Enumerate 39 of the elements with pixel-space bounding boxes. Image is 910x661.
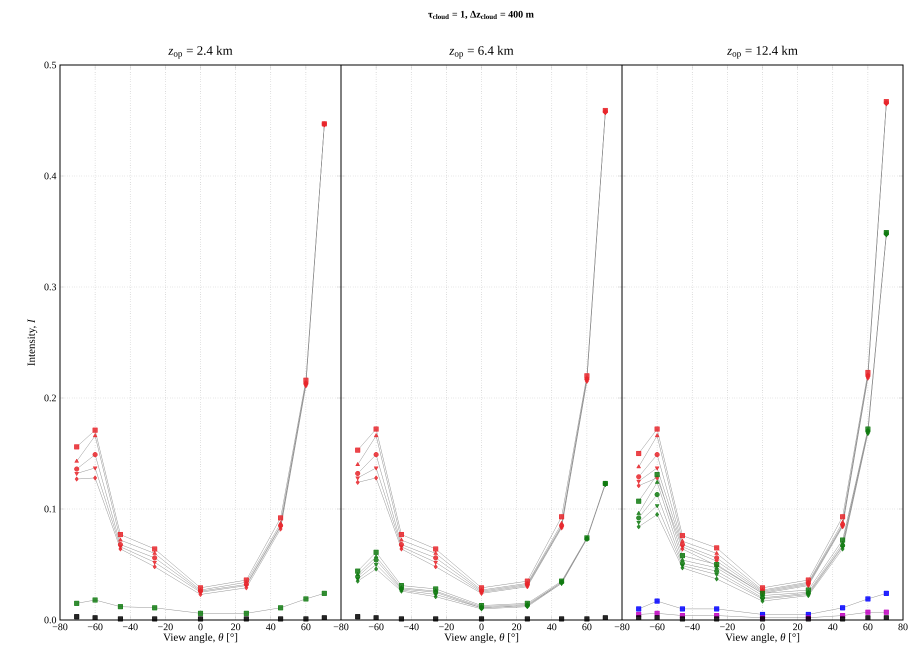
x-tick-label: 40 — [266, 624, 276, 630]
y-tick-label: 0.4 — [44, 172, 56, 180]
x-tick-label: −40 — [404, 624, 419, 630]
x-tick-label: −80 — [614, 624, 630, 630]
x-tick-label: 40 — [546, 624, 556, 630]
x-tick-label: 80 — [898, 624, 908, 630]
x-tick-label: −80 — [52, 624, 68, 630]
x-tick-label: −80 — [334, 624, 348, 630]
y-tick-label: 0.2 — [44, 394, 56, 402]
chart-title: z$_{op}$ = 2.4 km — [168, 46, 232, 58]
y-tick-label: 0.1 — [44, 506, 56, 512]
x-tick-label: 60 — [301, 624, 310, 630]
x-tick-label: 20 — [793, 624, 802, 630]
x-tick-label: 60 — [582, 624, 592, 630]
x-tick-label: 40 — [828, 624, 838, 630]
x-tick-label: 0 — [479, 624, 484, 630]
x-tick-label: 20 — [512, 624, 522, 630]
chart-title: z$_{op}$ = 6.4 km — [449, 46, 514, 58]
x-tick-label: −60 — [88, 624, 103, 630]
x-axis-title: View angle, θ [°] — [725, 633, 800, 644]
x-tick-label: −20 — [720, 624, 735, 630]
x-axis-title: View angle, θ [°] — [444, 633, 518, 644]
x-axis-title: View angle, θ [°] — [163, 633, 238, 644]
y-tick-label: 0.5 — [44, 62, 56, 68]
x-tick-label: −20 — [158, 624, 173, 630]
y-tick-label: 0.3 — [44, 284, 56, 290]
x-tick-label: −40 — [684, 624, 700, 630]
x-tick-label: −60 — [650, 624, 665, 630]
chart-title: z$_{op}$ = 12.4 km — [726, 46, 798, 58]
x-tick-label: 0 — [198, 624, 203, 630]
x-tick-label: 20 — [231, 624, 240, 630]
y-tick-label: 0.0 — [44, 616, 56, 624]
y-axis-title: Intensity, I — [28, 318, 38, 366]
x-tick-label: −60 — [368, 624, 384, 630]
text: τ$_{cloud}$ = 1, Δz$_{cloud}$ = 400 m — [428, 10, 534, 20]
x-tick-label: −40 — [122, 624, 138, 630]
x-tick-label: −20 — [439, 624, 454, 630]
x-tick-label: 60 — [863, 624, 872, 630]
x-tick-label: 0 — [760, 624, 765, 630]
